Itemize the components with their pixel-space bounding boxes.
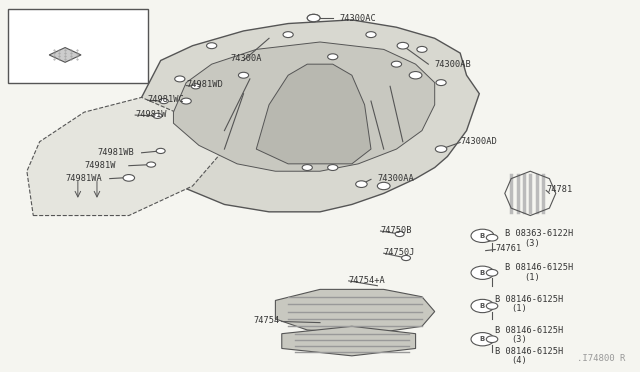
Circle shape	[436, 80, 446, 86]
Circle shape	[191, 84, 200, 89]
Text: 74981WA: 74981WA	[65, 174, 102, 183]
Circle shape	[486, 269, 498, 276]
Circle shape	[356, 181, 367, 187]
Circle shape	[156, 148, 165, 154]
Circle shape	[283, 32, 293, 38]
Polygon shape	[173, 42, 435, 171]
Circle shape	[175, 76, 185, 82]
Text: (4): (4)	[511, 356, 527, 365]
Text: 74750B: 74750B	[381, 226, 412, 235]
Text: 74754+A: 74754+A	[349, 276, 385, 285]
Polygon shape	[275, 289, 435, 334]
Text: 74300AC: 74300AC	[339, 13, 376, 22]
Text: 74981W: 74981W	[84, 161, 116, 170]
Circle shape	[328, 54, 338, 60]
Text: 74300AB: 74300AB	[435, 60, 472, 69]
Text: 74882R: 74882R	[49, 68, 81, 77]
Circle shape	[471, 229, 494, 243]
Text: 74300AD: 74300AD	[460, 137, 497, 146]
Circle shape	[307, 14, 320, 22]
Circle shape	[409, 71, 422, 79]
Text: 74781: 74781	[546, 185, 572, 194]
Circle shape	[435, 146, 447, 153]
Circle shape	[123, 174, 134, 181]
Polygon shape	[256, 64, 371, 164]
Circle shape	[239, 72, 248, 78]
Text: (1): (1)	[524, 273, 540, 282]
Circle shape	[471, 333, 494, 346]
Text: B: B	[480, 270, 485, 276]
Polygon shape	[129, 20, 479, 212]
Circle shape	[307, 14, 320, 22]
Text: (1): (1)	[511, 304, 527, 314]
Text: 74981WB: 74981WB	[97, 148, 134, 157]
Circle shape	[328, 164, 338, 170]
Circle shape	[486, 234, 498, 241]
FancyBboxPatch shape	[8, 9, 148, 83]
Circle shape	[486, 303, 498, 310]
Circle shape	[417, 46, 427, 52]
Text: 74761: 74761	[495, 244, 522, 253]
Circle shape	[392, 61, 401, 67]
Text: B 08146-6125H: B 08146-6125H	[495, 295, 563, 304]
Circle shape	[366, 32, 376, 38]
Text: INSULATOR FUSIBLE: INSULATOR FUSIBLE	[20, 14, 106, 23]
Circle shape	[471, 266, 494, 279]
Circle shape	[207, 43, 217, 49]
Text: 74750J: 74750J	[384, 248, 415, 257]
Text: B: B	[480, 233, 485, 239]
Polygon shape	[282, 326, 415, 356]
Text: 74981W: 74981W	[135, 109, 166, 119]
Circle shape	[302, 164, 312, 170]
Text: B 08363-6122H: B 08363-6122H	[505, 230, 573, 238]
Text: 74981WD: 74981WD	[186, 80, 223, 89]
Text: .I74800 R: .I74800 R	[577, 354, 626, 363]
Circle shape	[401, 256, 410, 260]
Text: (3): (3)	[524, 239, 540, 248]
Text: B 08146-6125H: B 08146-6125H	[495, 347, 563, 356]
Text: (3): (3)	[511, 336, 527, 344]
Text: B: B	[480, 303, 485, 309]
Polygon shape	[27, 97, 225, 215]
Circle shape	[181, 98, 191, 104]
Circle shape	[159, 99, 168, 104]
Circle shape	[153, 113, 162, 118]
Text: 74981WC: 74981WC	[148, 95, 185, 104]
Text: B: B	[480, 336, 485, 342]
Text: 74754: 74754	[253, 316, 279, 325]
Circle shape	[486, 336, 498, 343]
Text: 74300AA: 74300AA	[378, 174, 414, 183]
Circle shape	[378, 182, 390, 190]
Circle shape	[471, 299, 494, 312]
Polygon shape	[49, 48, 81, 62]
Text: B 08146-6125H: B 08146-6125H	[495, 326, 563, 335]
Text: B 08146-6125H: B 08146-6125H	[505, 263, 573, 272]
Circle shape	[147, 162, 156, 167]
Text: 74300A: 74300A	[231, 54, 262, 63]
Circle shape	[395, 231, 404, 237]
Circle shape	[397, 42, 408, 49]
